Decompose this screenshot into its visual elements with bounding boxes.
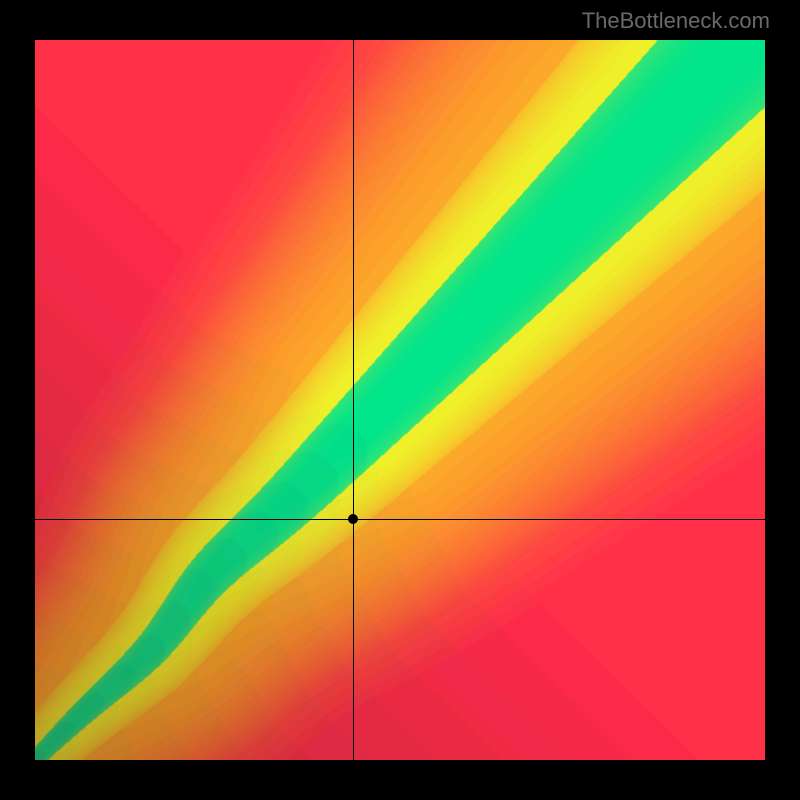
heatmap-canvas bbox=[35, 40, 765, 760]
crosshair-vertical bbox=[353, 40, 354, 760]
crosshair-horizontal bbox=[35, 519, 765, 520]
watermark-text: TheBottleneck.com bbox=[582, 8, 770, 34]
heatmap-plot bbox=[35, 40, 765, 760]
marker-dot bbox=[348, 514, 358, 524]
